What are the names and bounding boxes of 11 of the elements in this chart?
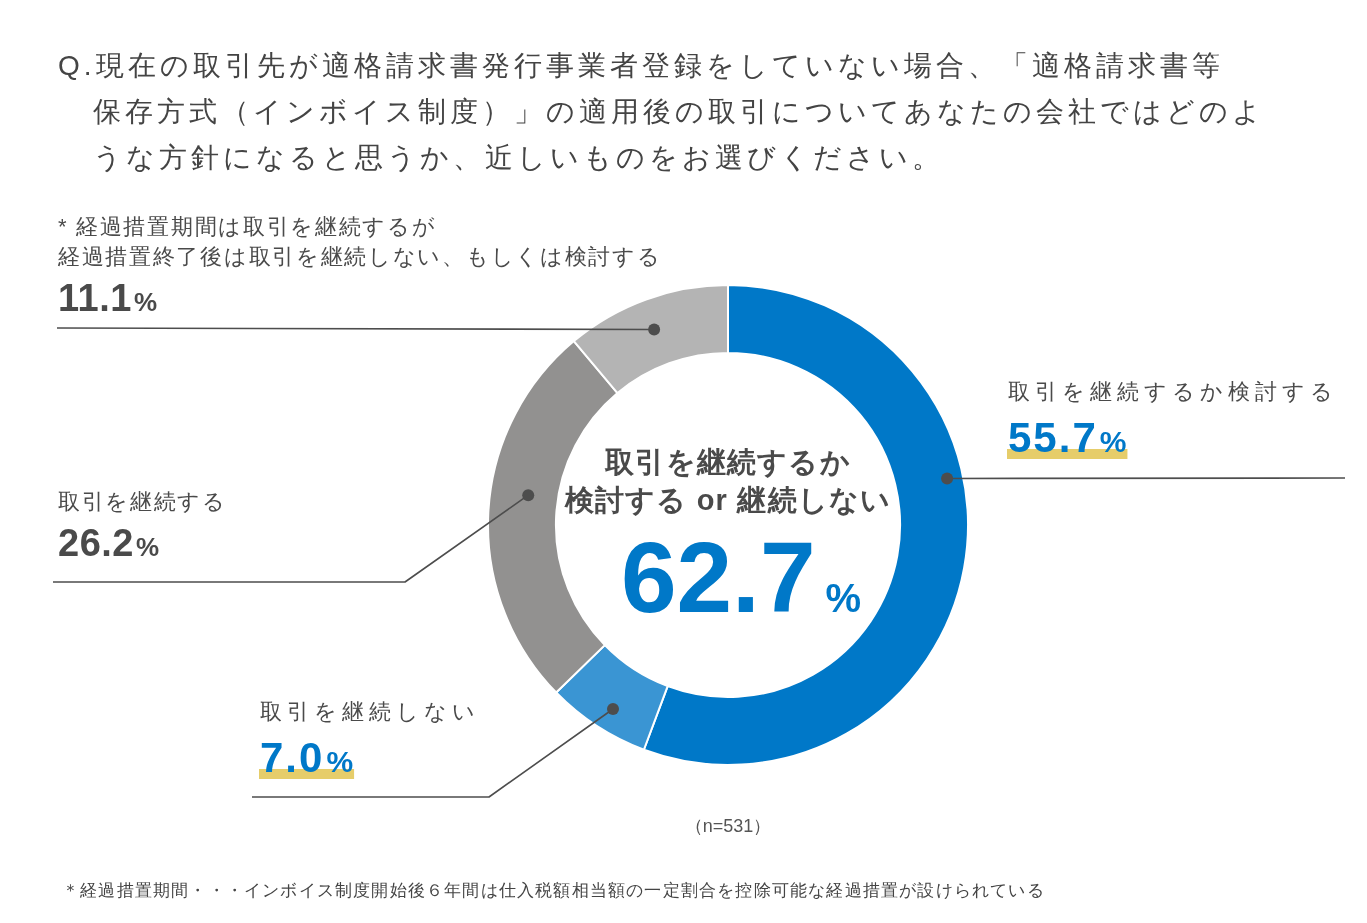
- data-label: 26.2%: [58, 522, 160, 564]
- data-label: 11.1%: [58, 277, 157, 319]
- slice-label: * 経過措置期間は取引を継続するが経過措置終了後は取引を継続しない、もしくは検討する: [57, 214, 662, 269]
- text: 62.7%: [620, 521, 862, 633]
- slice-label: 取引を継続するか検討する: [1008, 379, 1338, 404]
- text: 取引を継続するか検討する or 継続しない: [563, 446, 892, 516]
- text: ＊経過措置期間・・・インボイス制度開始後６年間は仕入税額相当額の一定割合を控除可能な経過措置が設けられている: [62, 881, 1045, 900]
- chart-title: Q.現在の取引先が適格請求書発行事業者登録をしていない場合、「適格請求書等保存方式（インボイス制度）」の適用後の取引についてあなたの会社ではどのような方針になると思うか、近しいものをお選びください。: [58, 50, 1265, 173]
- slice-label: 取引を継続しない: [260, 699, 480, 724]
- text: （n=531）: [684, 816, 772, 836]
- slice-label: 取引を継続する: [58, 489, 227, 514]
